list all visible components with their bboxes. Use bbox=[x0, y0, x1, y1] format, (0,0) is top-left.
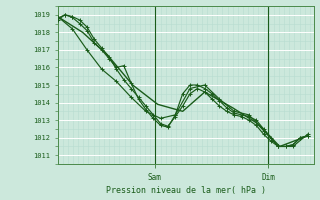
X-axis label: Pression niveau de la mer( hPa ): Pression niveau de la mer( hPa ) bbox=[106, 186, 266, 195]
